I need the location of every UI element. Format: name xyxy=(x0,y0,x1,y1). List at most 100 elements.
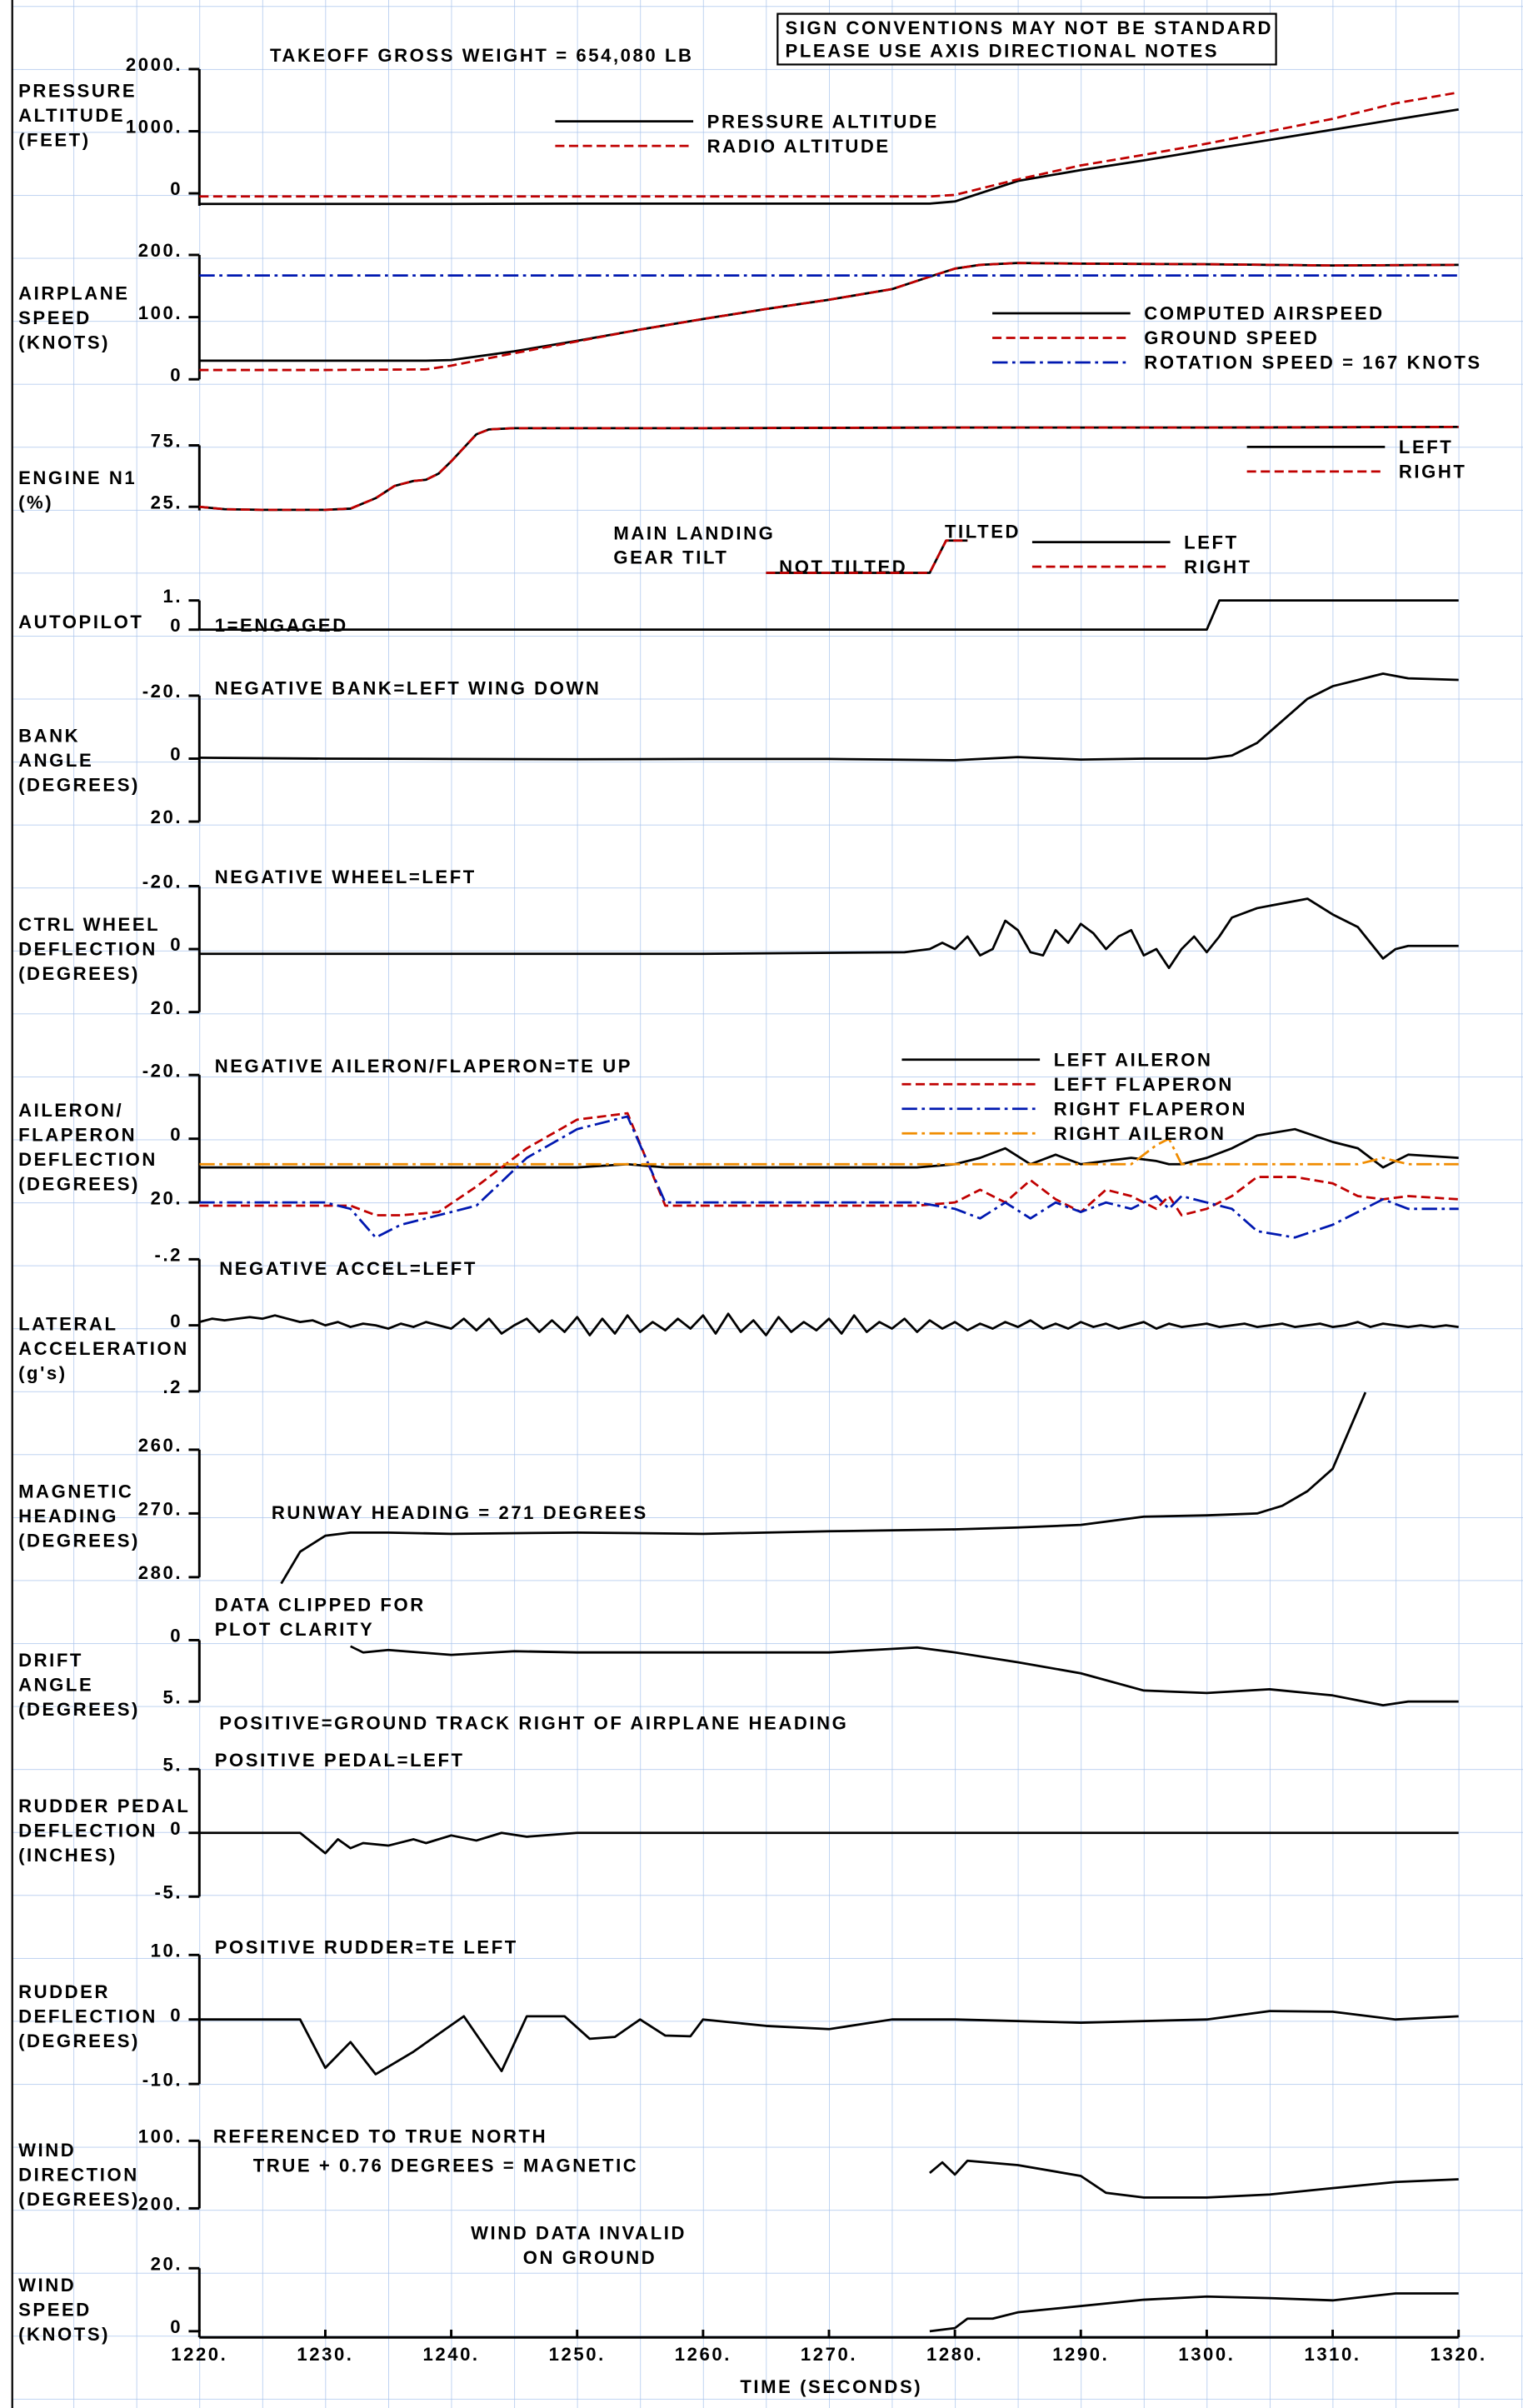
y-axis-label: AIRPLANE xyxy=(18,283,129,304)
y-tick-label: 0 xyxy=(170,178,182,199)
data-line xyxy=(199,91,1459,198)
legend-label: LEFT AILERON xyxy=(1054,1049,1213,1070)
notice-line: PLEASE USE AXIS DIRECTIONAL NOTES xyxy=(786,41,1220,62)
y-axis-label: DEFLECTION xyxy=(18,2006,157,2027)
y-tick-label: 2000. xyxy=(126,54,182,75)
data-line xyxy=(199,426,1459,512)
y-axis-label: (FEET) xyxy=(18,129,91,150)
y-axis-label: FLAPERON xyxy=(18,1125,137,1146)
legend-label: RIGHT FLAPERON xyxy=(1054,1098,1247,1119)
y-axis-label: DEFLECTION xyxy=(18,1821,157,1841)
y-axis-label: MAIN LANDING xyxy=(613,522,775,543)
y-axis-label: DEFLECTION xyxy=(18,1149,157,1170)
y-axis-label: (DEGREES) xyxy=(18,1530,140,1551)
y-tick-label: 20. xyxy=(151,997,182,1018)
y-axis-label: ALTITUDE xyxy=(18,105,125,126)
y-tick-label: 0 xyxy=(170,2005,182,2026)
x-tick-label: 1310. xyxy=(1304,2344,1361,2365)
y-tick-label: 0 xyxy=(170,1626,182,1646)
annotation: RUNWAY HEADING = 271 DEGREES xyxy=(272,1502,648,1523)
y-tick-label: 0 xyxy=(170,615,182,636)
y-tick-label: .2 xyxy=(162,1376,182,1397)
data-line xyxy=(199,1137,1459,1166)
x-tick-label: 1220. xyxy=(171,2344,227,2365)
graph-paper xyxy=(12,0,1523,2408)
annotation: REFERENCED TO TRUE NORTH xyxy=(213,2126,547,2146)
legend-label: GROUND SPEED xyxy=(1144,327,1319,348)
y-axis-label: AILERON/ xyxy=(18,1100,123,1121)
y-axis-label: (DEGREES) xyxy=(18,2031,140,2051)
data-line xyxy=(199,1127,1459,1169)
chart-title: TAKEOFF GROSS WEIGHT = 654,080 LB xyxy=(270,45,694,66)
data-line xyxy=(199,2010,1459,2076)
annotation: PLOT CLARITY xyxy=(215,1619,375,1640)
y-axis-label: DRIFT xyxy=(18,1650,83,1671)
data-line xyxy=(199,1115,1459,1239)
y-tick-label: 0 xyxy=(170,744,182,765)
x-tick-label: 1250. xyxy=(549,2344,606,2365)
legend-label: RIGHT xyxy=(1399,462,1467,482)
y-axis-label: ANGLE xyxy=(18,1675,93,1696)
y-tick-label: 200. xyxy=(138,240,182,261)
annotation: NEGATIVE BANK=LEFT WING DOWN xyxy=(215,677,602,698)
y-tick-label: 5. xyxy=(162,1686,182,1707)
data-line xyxy=(766,539,968,574)
legend-label: LEFT xyxy=(1399,437,1454,457)
annotation: DATA CLIPPED FOR xyxy=(215,1595,426,1616)
annotation: 1=ENGAGED xyxy=(215,615,348,636)
y-axis-label: HEADING xyxy=(18,1506,118,1526)
y-tick-label: -5. xyxy=(155,1881,183,1902)
y-axis-label: LATERAL xyxy=(18,1313,117,1334)
y-axis-label: ANGLE xyxy=(18,750,93,771)
x-tick-label: 1260. xyxy=(675,2344,732,2365)
annotation: TRUE + 0.76 DEGREES = MAGNETIC xyxy=(253,2155,639,2176)
y-axis-label: AUTOPILOT xyxy=(18,612,143,632)
y-axis-label: (%) xyxy=(18,492,53,512)
y-tick-label: -.2 xyxy=(155,1245,183,1266)
x-tick-label: 1290. xyxy=(1052,2344,1109,2365)
y-tick-label: 5. xyxy=(162,1754,182,1775)
notice-box xyxy=(776,12,1277,66)
x-tick-label: 1230. xyxy=(297,2344,353,2365)
data-line xyxy=(199,672,1459,762)
y-axis-label: SPEED xyxy=(18,2300,92,2321)
y-axis-label: SPEED xyxy=(18,307,92,328)
x-tick-label: 1240. xyxy=(423,2344,480,2365)
y-tick-label: 270. xyxy=(138,1499,182,1520)
y-axis-label: (KNOTS) xyxy=(18,332,110,353)
y-tick-label: 1000. xyxy=(126,117,182,137)
y-tick-label: 75. xyxy=(151,431,182,452)
y-tick-label: 20. xyxy=(151,807,182,827)
data-line xyxy=(198,1312,1459,1336)
legend-label: LEFT FLAPERON xyxy=(1054,1074,1234,1095)
legend-label: PRESSURE ALTITUDE xyxy=(707,111,939,132)
y-axis-label: (KNOTS) xyxy=(18,2324,110,2345)
y-tick-label: 10. xyxy=(151,1940,182,1961)
y-axis-label: (DEGREES) xyxy=(18,775,140,796)
data-line xyxy=(280,1391,1367,1585)
annotation: NOT TILTED xyxy=(779,557,907,577)
y-axis-label: RUDDER PEDAL xyxy=(18,1796,190,1816)
y-tick-label: 1. xyxy=(162,586,182,607)
legend-label: RIGHT AILERON xyxy=(1054,1123,1226,1144)
data-line xyxy=(350,1645,1459,1706)
y-axis-label: WIND xyxy=(18,2140,76,2161)
annotation: ON GROUND xyxy=(523,2247,657,2268)
y-tick-label: 0 xyxy=(170,364,182,385)
y-tick-label: 25. xyxy=(151,492,182,512)
y-axis-label: ENGINE N1 xyxy=(18,467,137,488)
data-line xyxy=(929,2292,1459,2333)
y-axis-label: GEAR TILT xyxy=(613,547,728,568)
y-tick-label: -20. xyxy=(142,1060,182,1081)
legend-label: COMPUTED AIRSPEED xyxy=(1144,303,1384,324)
y-tick-label: 0 xyxy=(170,1124,182,1145)
x-tick-label: 1320. xyxy=(1431,2344,1487,2365)
data-line xyxy=(199,897,1459,970)
data-line xyxy=(199,108,1459,206)
y-axis-label: WIND xyxy=(18,2275,76,2296)
y-axis-label: DEFLECTION xyxy=(18,939,157,960)
y-tick-label: 0 xyxy=(170,2316,182,2337)
annotation: POSITIVE RUDDER=TE LEFT xyxy=(215,1937,518,1958)
y-axis-label: CTRL WHEEL xyxy=(18,914,160,935)
